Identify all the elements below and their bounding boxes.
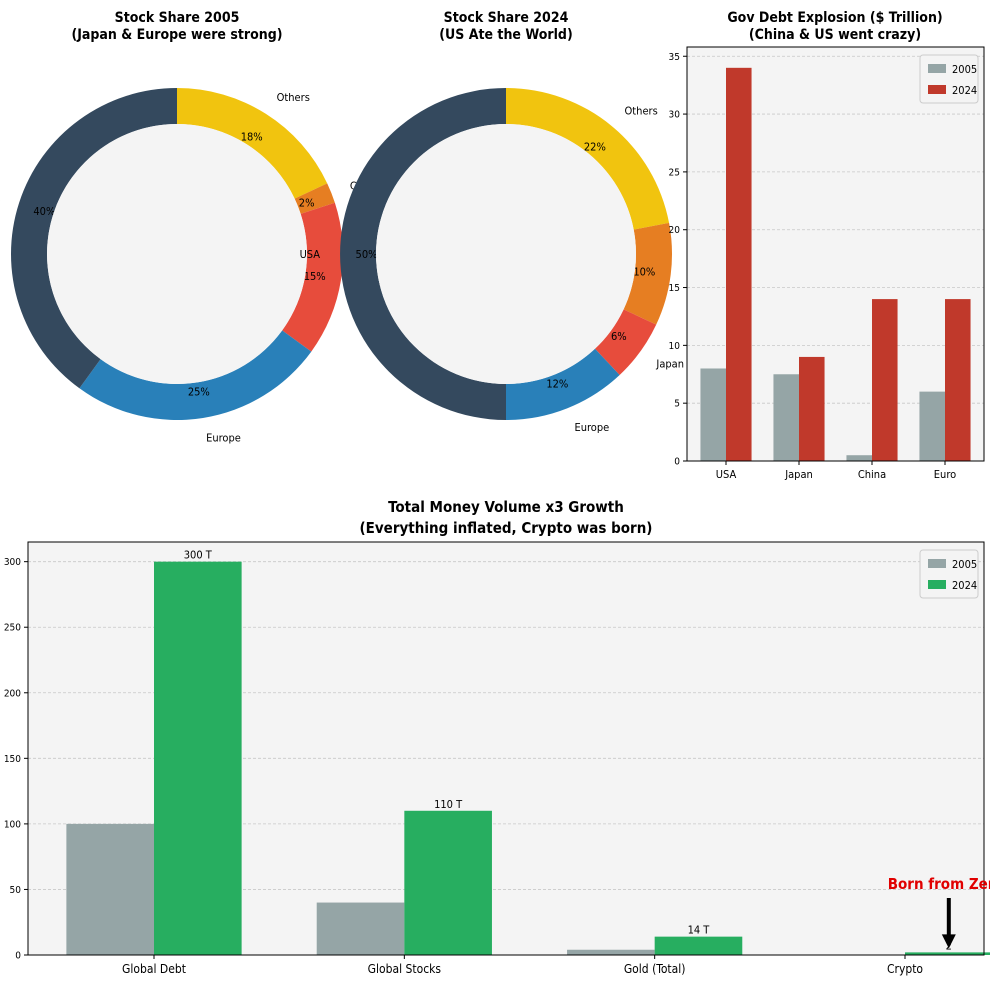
y-tick-label: 10 bbox=[669, 341, 681, 352]
annotation-arrow-head bbox=[941, 934, 956, 949]
slice-china bbox=[294, 183, 335, 214]
title-gov-debt-line2: (China & US went crazy) bbox=[749, 27, 921, 43]
slice-label-europe: Europe bbox=[574, 421, 609, 434]
y-tick-label: 250 bbox=[4, 623, 21, 634]
legend-swatch-2024 bbox=[928, 580, 946, 589]
legend: 2005 2024 bbox=[919, 54, 979, 104]
title-gov-debt-line1: Gov Debt Explosion ($ Trillion) bbox=[727, 10, 942, 26]
pct-label-europe: 12% bbox=[546, 378, 568, 391]
bar-2005-global-stocks bbox=[316, 902, 405, 955]
legend-label-2024: 2024 bbox=[952, 84, 977, 97]
legend: 2005 2024 bbox=[919, 549, 979, 599]
bar-2005-usa bbox=[700, 368, 726, 461]
plot-frame bbox=[27, 541, 985, 956]
slice-label-usa: USA bbox=[300, 248, 321, 261]
bar-2005-euro bbox=[919, 391, 945, 461]
data-label-gold-total-: 14 T bbox=[688, 924, 711, 937]
legend-swatch-2005 bbox=[928, 64, 946, 73]
bar-2024-global-stocks bbox=[404, 810, 492, 955]
bar-2024-china bbox=[872, 299, 898, 461]
x-tick-label: Euro bbox=[934, 468, 956, 481]
legend-label-2005: 2005 bbox=[952, 63, 977, 76]
y-tick-label: 300 bbox=[4, 557, 21, 568]
slice-others bbox=[506, 88, 670, 230]
y-tick-label: 15 bbox=[669, 283, 680, 294]
pct-label-japan: 15% bbox=[304, 270, 326, 283]
y-tick-label: 150 bbox=[4, 754, 21, 765]
title-total-money-line2: (Everything inflated, Crypto was born) bbox=[360, 519, 653, 537]
y-tick-label: 100 bbox=[4, 819, 21, 830]
plot-frame bbox=[686, 46, 985, 462]
slice-europe bbox=[506, 348, 620, 420]
x-tick-label: Japan bbox=[784, 468, 813, 481]
bar-2005-gold-total- bbox=[567, 949, 655, 955]
slice-china bbox=[623, 222, 672, 325]
bar-2005-global-debt bbox=[66, 823, 154, 955]
data-label-global-stocks: 110 T bbox=[434, 798, 463, 811]
slice-label-others: Others bbox=[277, 91, 310, 104]
slice-japan bbox=[594, 309, 657, 376]
pct-label-others: 18% bbox=[241, 130, 263, 143]
pct-label-china: 2% bbox=[299, 197, 315, 210]
y-tick-label: 0 bbox=[15, 951, 21, 962]
bar-2024-euro bbox=[945, 299, 971, 461]
title-stock-share-2024-line2: (US Ate the World) bbox=[439, 27, 572, 43]
title-total-money-line1: Total Money Volume x3 Growth bbox=[388, 498, 624, 516]
x-tick-label: Global Debt bbox=[122, 962, 186, 976]
y-tick-label: 0 bbox=[674, 457, 680, 468]
slice-usa bbox=[11, 88, 178, 389]
title-stock-share-2005-line1: Stock Share 2005 bbox=[115, 10, 240, 26]
bar-2024-gold-total- bbox=[654, 936, 743, 955]
y-tick-label: 20 bbox=[669, 225, 681, 236]
pct-label-usa: 50% bbox=[356, 248, 378, 261]
donut-hole bbox=[376, 124, 636, 384]
annotation-born-from-zero: Born from Zero! bbox=[888, 875, 990, 893]
bar-2024-crypto bbox=[905, 952, 990, 955]
x-tick-label: Crypto bbox=[887, 962, 923, 976]
y-tick-label: 5 bbox=[674, 399, 680, 410]
x-tick-label: Gold (Total) bbox=[624, 962, 686, 976]
title-stock-share-2024-line1: Stock Share 2024 bbox=[444, 10, 569, 26]
bar-2005-china bbox=[846, 455, 872, 461]
legend-swatch-2005 bbox=[928, 559, 946, 568]
bar-chart-4: 0 50 100 150 200 250 300 300 T Global Debt 110 T G… bbox=[4, 541, 990, 976]
slice-label-others: Others bbox=[625, 105, 658, 118]
y-tick-label: 50 bbox=[10, 885, 22, 896]
bar-2024-usa bbox=[726, 67, 752, 461]
pct-label-usa: 40% bbox=[33, 205, 55, 218]
pct-label-others: 22% bbox=[584, 141, 606, 154]
pct-label-europe: 25% bbox=[188, 386, 210, 399]
data-label-global-debt: 300 T bbox=[184, 549, 213, 562]
bar-2024-japan bbox=[799, 356, 825, 461]
legend-swatch-2024 bbox=[928, 85, 946, 94]
donut-hole bbox=[47, 124, 307, 384]
legend-label-2005: 2005 bbox=[952, 558, 977, 571]
slice-japan bbox=[282, 202, 343, 352]
slice-others bbox=[177, 88, 328, 199]
x-tick-label: USA bbox=[716, 468, 737, 481]
slice-europe bbox=[79, 330, 312, 420]
bar-2005-japan bbox=[773, 374, 799, 461]
x-tick-label: China bbox=[858, 468, 886, 481]
pct-label-japan: 6% bbox=[611, 330, 627, 343]
slice-label-europe: Europe bbox=[206, 432, 241, 445]
legend-label-2024: 2024 bbox=[952, 579, 977, 592]
y-tick-label: 30 bbox=[669, 110, 681, 121]
slice-usa bbox=[340, 88, 506, 420]
title-stock-share-2005-line2: (Japan & Europe were strong) bbox=[71, 27, 282, 43]
bar-chart-3: 0 5 10 15 20 25 30 35 USA Japan China Euro 2005 2024 bbox=[669, 46, 985, 481]
y-tick-label: 25 bbox=[669, 167, 680, 178]
slice-label-japan: Japan bbox=[655, 357, 684, 370]
y-tick-label: 35 bbox=[669, 52, 680, 63]
bar-2024-global-debt bbox=[154, 561, 242, 955]
x-tick-label: Global Stocks bbox=[368, 962, 442, 976]
pct-label-china: 10% bbox=[633, 265, 655, 278]
y-tick-label: 200 bbox=[4, 688, 21, 699]
